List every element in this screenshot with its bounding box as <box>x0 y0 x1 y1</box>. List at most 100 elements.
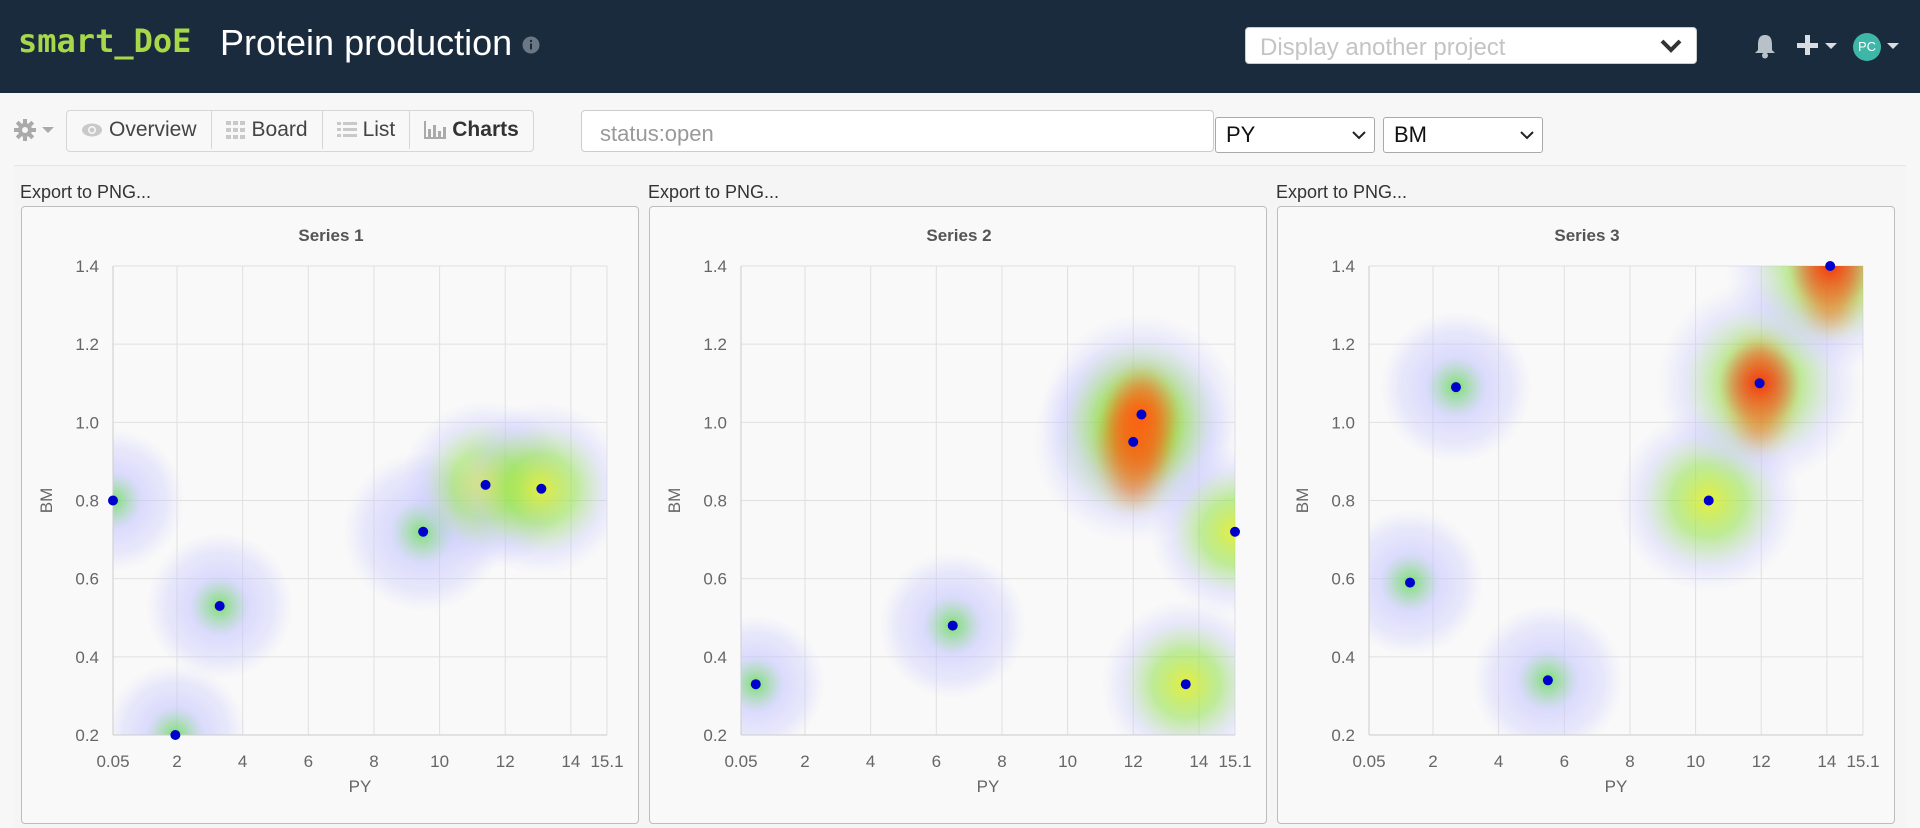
y-tick-label: 0.4 <box>1331 648 1355 667</box>
y-tick-label: 0.6 <box>75 570 99 589</box>
x-tick-label: 8 <box>369 752 378 771</box>
data-point[interactable] <box>418 526 429 537</box>
tab-charts[interactable]: Charts <box>410 111 533 149</box>
y-tick-label: 1.2 <box>75 335 99 354</box>
x-tick-label: 4 <box>238 752 247 771</box>
data-point[interactable] <box>214 601 225 612</box>
data-point[interactable] <box>1450 382 1461 393</box>
chart-panel-3: Series 3 0.05 2 4 6 8 10 12 14 15.1 0.2 0.4 0.6 0.8 1.… <box>1277 206 1895 824</box>
x-tick-label: 12 <box>1124 752 1143 771</box>
y-axis-label: BM <box>1293 488 1312 514</box>
x-tick-label: 0.05 <box>1352 752 1385 771</box>
data-point[interactable] <box>108 495 118 506</box>
data-point[interactable] <box>1405 577 1416 588</box>
x-axis-label: PY <box>977 777 1000 796</box>
tab-list[interactable]: List <box>323 111 411 149</box>
top-navbar: smart_DoE Protein production Display ano… <box>0 0 1920 93</box>
info-icon[interactable] <box>522 36 540 54</box>
data-point[interactable] <box>1230 526 1240 537</box>
user-menu-caret-icon[interactable] <box>1886 41 1900 51</box>
data-point[interactable] <box>1703 495 1714 506</box>
y-tick-label: 1.0 <box>75 413 99 432</box>
y-tick-label: 0.8 <box>703 492 727 511</box>
y-tick-label: 0.6 <box>1331 570 1355 589</box>
project-select-placeholder: Display another project <box>1260 34 1506 61</box>
x-tick-label: 12 <box>496 752 515 771</box>
add-icon[interactable] <box>1796 33 1840 59</box>
export-png-link-2[interactable]: Export to PNG... <box>648 182 780 202</box>
data-point[interactable] <box>1180 679 1191 690</box>
scatter-heatmap-chart-2: Series 2 0.05 2 4 6 8 10 12 14 15.1 0.2 0.4 0.6 0.8 1.… <box>665 226 1252 796</box>
x-tick-label: 2 <box>1428 752 1437 771</box>
heat-blob <box>1472 604 1624 735</box>
data-point[interactable] <box>947 620 958 631</box>
x-tick-label: 15.1 <box>1218 752 1251 771</box>
tab-label: Overview <box>109 118 197 141</box>
y-axis-select[interactable]: BM <box>1383 117 1543 153</box>
y-axis-label: BM <box>37 488 56 514</box>
brand-logo[interactable]: smart_DoE <box>18 22 192 60</box>
tab-label: List <box>362 118 396 141</box>
x-axis-select-value: PY <box>1226 122 1256 147</box>
y-tick-label: 0.6 <box>703 570 727 589</box>
filter-input[interactable]: status:open <box>581 110 1214 152</box>
data-point[interactable] <box>480 479 491 490</box>
x-tick-label: 14 <box>561 752 580 771</box>
x-tick-label: 15.1 <box>1846 752 1879 771</box>
x-axis-label: PY <box>349 777 372 796</box>
project-title: Protein production <box>220 22 513 63</box>
y-tick-label: 1.0 <box>1331 413 1355 432</box>
y-tick-label: 1.4 <box>75 257 99 276</box>
data-point[interactable] <box>1136 409 1147 420</box>
data-point[interactable] <box>1128 436 1139 447</box>
heat-core <box>1804 266 1857 326</box>
data-point[interactable] <box>1754 378 1765 389</box>
scatter-heatmap-chart-1: Series 1 0.05 2 4 6 8 10 12 14 15.1 0.2 0.4 0.6 0.8 1.… <box>37 226 624 796</box>
heat-core <box>1733 343 1786 444</box>
tab-label: Charts <box>452 118 519 141</box>
y-tick-label: 0.8 <box>1331 492 1355 511</box>
x-axis-select[interactable]: PY <box>1215 117 1375 153</box>
x-tick-label: 0.05 <box>96 752 129 771</box>
x-tick-label: 6 <box>932 752 941 771</box>
bell-icon[interactable] <box>1753 33 1777 59</box>
list-icon <box>336 122 357 137</box>
y-axis-label: BM <box>665 488 684 514</box>
chart-panel-1: Series 1 0.05 2 4 6 8 10 12 14 15.1 0.2 0.4 0.6 0.8 1.… <box>21 206 639 824</box>
y-tick-label: 0.4 <box>703 648 727 667</box>
data-point[interactable] <box>1542 675 1553 686</box>
chart-panel-2: Series 2 0.05 2 4 6 8 10 12 14 15.1 0.2 0.4 0.6 0.8 1.… <box>649 206 1267 824</box>
x-tick-label: 10 <box>1058 752 1077 771</box>
y-tick-label: 0.8 <box>75 492 99 511</box>
data-point[interactable] <box>536 483 547 494</box>
x-tick-label: 6 <box>1560 752 1569 771</box>
tab-board[interactable]: Board <box>212 111 323 149</box>
project-select[interactable]: Display another project <box>1245 27 1697 64</box>
data-point[interactable] <box>1825 261 1836 271</box>
x-tick-label: 15.1 <box>590 752 623 771</box>
view-tabs: Overview Board List <box>66 110 534 152</box>
avatar[interactable]: PC <box>1853 33 1881 61</box>
y-tick-label: 1.2 <box>703 335 727 354</box>
x-tick-label: 4 <box>1494 752 1503 771</box>
data-point[interactable] <box>170 730 181 740</box>
y-tick-label: 0.2 <box>75 726 99 745</box>
bar-chart-icon <box>424 121 447 139</box>
heat-blob <box>454 401 607 576</box>
y-tick-label: 1.0 <box>703 413 727 432</box>
heat-core <box>1115 374 1168 475</box>
export-png-link-3[interactable]: Export to PNG... <box>1276 182 1408 202</box>
x-tick-label: 14 <box>1817 752 1836 771</box>
tab-overview[interactable]: Overview <box>67 111 212 149</box>
settings-gear-icon[interactable] <box>14 119 56 141</box>
x-tick-label: 14 <box>1189 752 1208 771</box>
x-tick-label: 6 <box>304 752 313 771</box>
x-tick-label: 12 <box>1752 752 1771 771</box>
heat-blob <box>113 429 185 572</box>
export-png-link-1[interactable]: Export to PNG... <box>20 182 152 202</box>
heatmap-layer <box>113 400 607 735</box>
y-tick-label: 1.2 <box>1331 335 1355 354</box>
heatmap-layer <box>741 314 1235 735</box>
data-point[interactable] <box>750 679 761 690</box>
x-tick-label: 4 <box>866 752 875 771</box>
